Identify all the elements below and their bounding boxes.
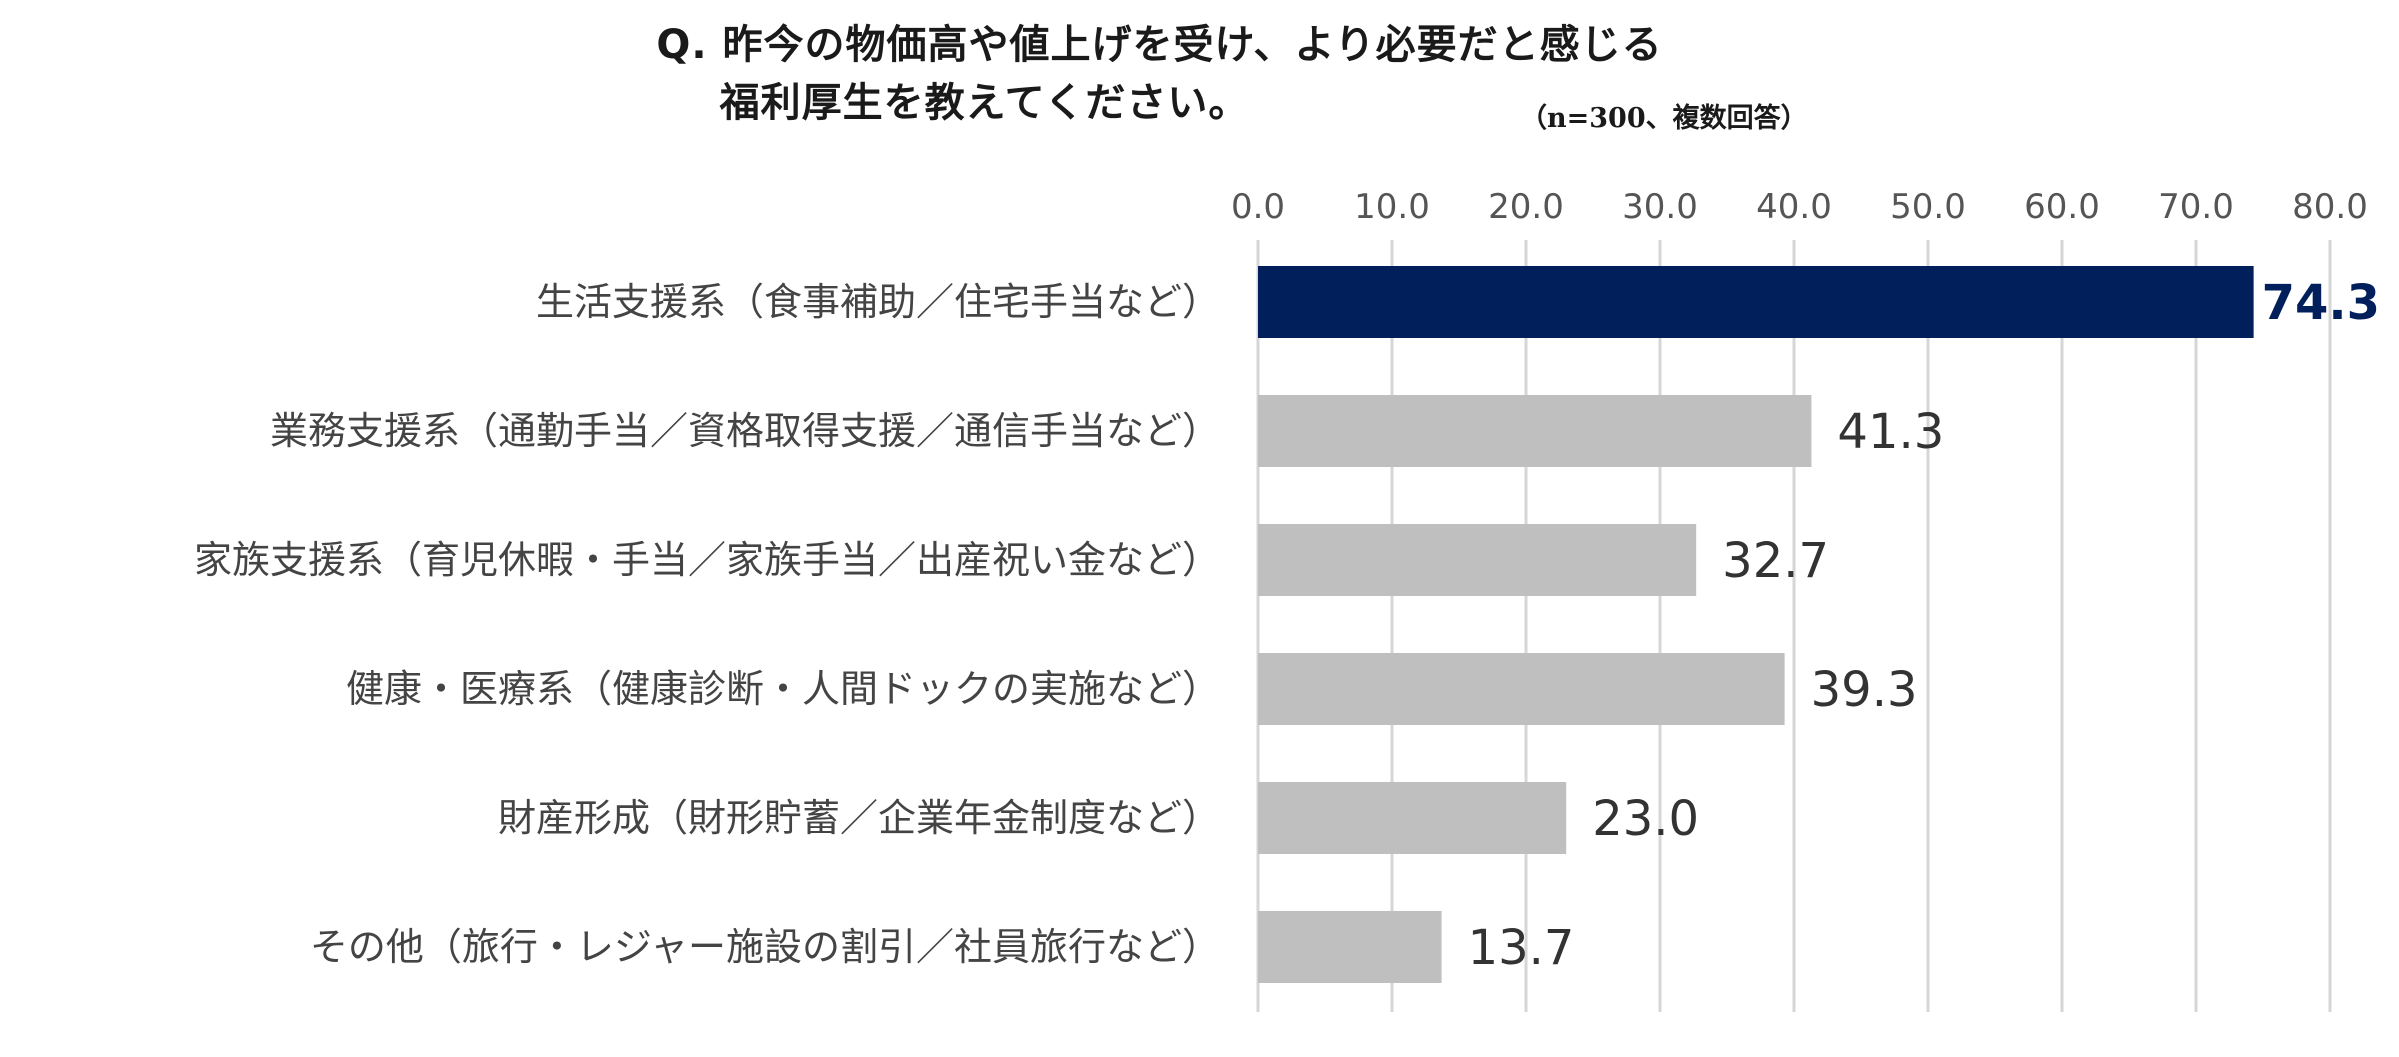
data-label: 39.3	[1811, 662, 1918, 718]
bar	[1258, 653, 1785, 725]
x-tick-label: 60.0	[2024, 187, 2100, 227]
x-tick-label: 0.0	[1231, 187, 1285, 227]
category-label: 家族支援系（育児休暇・手当／家族手当／出産祝い金など）	[194, 538, 1220, 582]
sample-size-note: （n=300、複数回答）	[1520, 103, 1808, 134]
data-label: 13.7	[1468, 920, 1575, 976]
x-tick-label: 30.0	[1622, 187, 1698, 227]
category-label: 財産形成（財形貯蓄／企業年金制度など）	[498, 796, 1220, 840]
x-tick-label: 50.0	[1890, 187, 1966, 227]
bar	[1258, 782, 1567, 854]
x-tick-label: 20.0	[1488, 187, 1564, 227]
x-tick-label: 10.0	[1354, 187, 1430, 227]
data-label: 23.0	[1592, 791, 1699, 847]
chart-title-line-1: Q. 昨今の物価高や値上げを受け、より必要だと感じる	[656, 22, 1663, 68]
x-tick-label: 70.0	[2158, 187, 2234, 227]
bar	[1258, 524, 1697, 596]
category-label: 生活支援系（食事補助／住宅手当など）	[536, 280, 1220, 324]
bar	[1258, 395, 1812, 467]
x-tick-label: 80.0	[2292, 187, 2368, 227]
data-label: 32.7	[1722, 533, 1829, 589]
category-label: 業務支援系（通勤手当／資格取得支援／通信手当など）	[270, 409, 1220, 453]
bar	[1258, 911, 1442, 983]
bar	[1258, 266, 2254, 338]
x-tick-label: 40.0	[1756, 187, 1832, 227]
data-label: 74.3	[2262, 275, 2380, 331]
category-label: その他（旅行・レジャー施設の割引／社員旅行など）	[310, 925, 1220, 969]
chart-title-line-2: 福利厚生を教えてください。	[719, 80, 1250, 126]
data-label: 41.3	[1837, 404, 1944, 460]
category-label: 健康・医療系（健康診断・人間ドックの実施など）	[346, 667, 1220, 711]
